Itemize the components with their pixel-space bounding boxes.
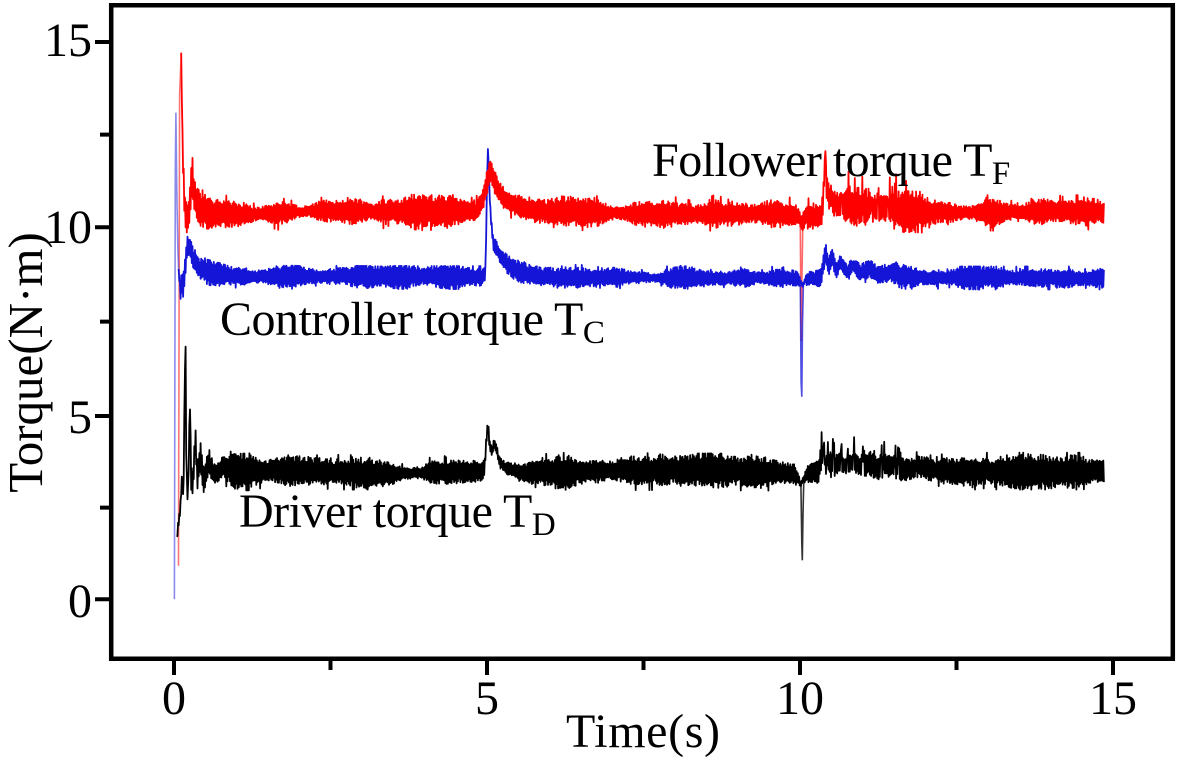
svg-text:0: 0: [68, 575, 92, 628]
svg-text:15: 15: [44, 14, 92, 67]
svg-text:Driver torque TD: Driver torque TD: [239, 485, 556, 543]
svg-text:Torque(N·m): Torque(N·m): [0, 232, 53, 493]
svg-text:Follower torque TF: Follower torque TF: [652, 134, 1010, 192]
svg-text:15: 15: [1089, 672, 1137, 725]
svg-text:5: 5: [68, 391, 92, 444]
svg-text:10: 10: [44, 201, 92, 254]
svg-text:5: 5: [475, 672, 499, 725]
svg-text:Controller torque TC: Controller torque TC: [220, 293, 605, 351]
svg-text:0: 0: [162, 672, 186, 725]
svg-text:10: 10: [776, 672, 824, 725]
svg-text:Time(s): Time(s): [566, 705, 720, 758]
